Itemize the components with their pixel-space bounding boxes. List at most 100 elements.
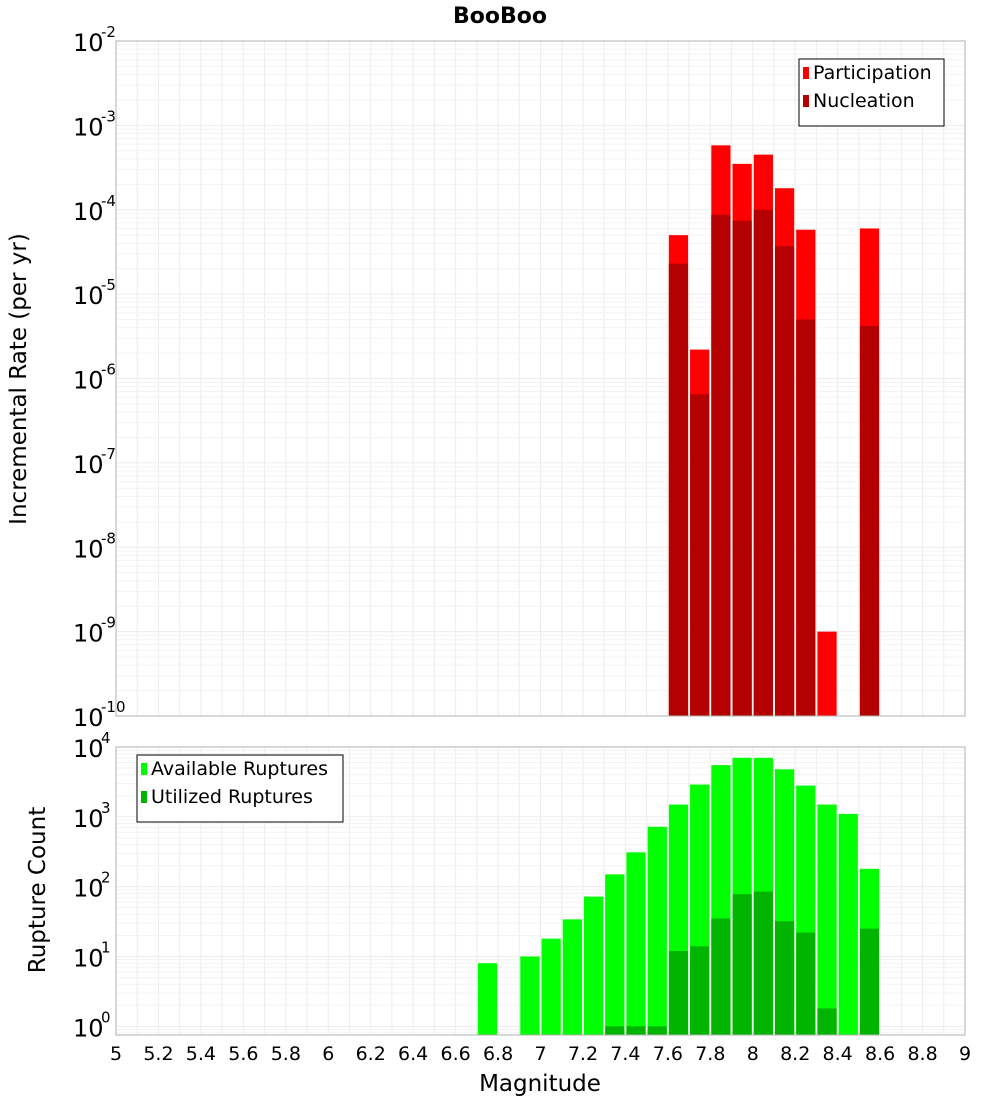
x-tick-label: 5.4 (186, 1043, 216, 1065)
y-tick-label-exponent: -2 (101, 23, 116, 41)
count-bar-utilized-ruptures (605, 1026, 625, 1035)
count-bar-utilized-ruptures (668, 950, 689, 1035)
y-tick-label-base: 10 (73, 367, 104, 395)
y-tick-label-exponent: -3 (101, 107, 116, 125)
count-bar-utilized-ruptures (647, 1026, 667, 1035)
x-tick-label: 6 (322, 1043, 334, 1065)
y-tick-label-base: 10 (73, 944, 104, 972)
x-tick-label: 7.8 (695, 1043, 725, 1065)
count-bar-available-ruptures (583, 896, 604, 1035)
y-tick-label-exponent: 3 (101, 799, 111, 817)
rate-bar-nucleation (774, 246, 795, 716)
y-tick-label-base: 10 (73, 875, 104, 903)
plot-frame (115, 40, 966, 717)
x-tick-label: 6.8 (483, 1043, 513, 1065)
legend-label: Available Ruptures (151, 758, 328, 780)
count-bar-available-ruptures (477, 963, 498, 1035)
count-bar-available-ruptures (817, 804, 837, 1035)
count-bar-available-ruptures (626, 852, 646, 1035)
x-tick-label: 5 (110, 1043, 122, 1065)
x-tick-label: 6.4 (398, 1043, 428, 1065)
rate-bar-nucleation (796, 319, 816, 716)
legend-swatch (803, 67, 809, 79)
legend-box (136, 754, 344, 823)
legend-label: Participation (813, 62, 932, 84)
legend-box (798, 58, 945, 127)
x-tick-label: 7 (534, 1043, 546, 1065)
axes-layer: 10-1010-910-810-710-610-510-410-310-2100… (73, 23, 971, 1065)
y-tick-label-exponent: 1 (101, 938, 111, 956)
x-tick-label: 7.2 (568, 1043, 598, 1065)
y-tick-label-exponent: -4 (101, 192, 116, 210)
rate-bar-participation (817, 631, 837, 716)
count-bar-available-ruptures (605, 874, 625, 1035)
x-tick-label: 8.4 (823, 1043, 853, 1065)
x-axis-label: Magnitude (479, 1071, 601, 1097)
y-tick-label-exponent: -5 (101, 276, 116, 294)
bottom-y-axis-label: Rupture Count (25, 807, 51, 973)
x-tick-label: 6.6 (440, 1043, 470, 1065)
legend-swatch (141, 763, 147, 775)
y-tick-label-base: 10 (73, 620, 104, 648)
y-tick-label-base: 10 (73, 735, 104, 763)
y-tick-label-base: 10 (73, 113, 104, 141)
count-bar-utilized-ruptures (859, 928, 880, 1035)
y-tick-label-exponent: 4 (101, 729, 111, 747)
plot-frame (115, 746, 966, 1036)
y-tick-label-base: 10 (73, 451, 104, 479)
y-tick-label-base: 10 (73, 282, 104, 310)
count-bar-available-ruptures (838, 813, 858, 1035)
count-bar-available-ruptures (541, 938, 561, 1035)
y-tick-label-exponent: -10 (101, 698, 126, 716)
x-tick-label: 5.2 (143, 1043, 173, 1065)
count-bar-available-ruptures (520, 956, 540, 1035)
legend-layer: Participation Nucleation Available Rupture… (136, 58, 945, 823)
y-tick-label-exponent: 0 (101, 1008, 111, 1026)
x-tick-label: 5.8 (271, 1043, 301, 1065)
rate-bar-nucleation (859, 325, 880, 716)
x-tick-label: 8.2 (780, 1043, 810, 1065)
bars-layer (477, 145, 880, 1035)
count-bar-utilized-ruptures (796, 932, 816, 1035)
rate-bar-nucleation (711, 214, 731, 716)
count-bar-utilized-ruptures (817, 1008, 837, 1035)
rate-bar-nucleation (690, 394, 710, 716)
x-tick-label: 5.6 (228, 1043, 258, 1065)
count-bar-available-ruptures (562, 919, 582, 1035)
legend-swatch (803, 95, 809, 107)
legend-label: Utilized Ruptures (151, 786, 313, 808)
count-bar-available-ruptures (647, 826, 667, 1035)
y-tick-label-exponent: -8 (101, 529, 116, 547)
y-tick-label-exponent: -6 (101, 361, 116, 379)
x-tick-label: 8.8 (907, 1043, 937, 1065)
count-bar-utilized-ruptures (774, 921, 795, 1035)
x-tick-label: 9 (959, 1043, 971, 1065)
legend-swatch (141, 791, 147, 803)
rate-bar-nucleation (753, 209, 773, 716)
x-tick-label: 8 (747, 1043, 759, 1065)
y-tick-label-base: 10 (73, 29, 104, 57)
count-bar-utilized-ruptures (711, 918, 731, 1035)
x-tick-label: 6.2 (356, 1043, 386, 1065)
x-tick-label: 8.6 (865, 1043, 895, 1065)
legend-label: Nucleation (813, 90, 915, 112)
y-tick-label-base: 10 (73, 805, 104, 833)
count-bar-utilized-ruptures (753, 891, 773, 1035)
rate-bar-nucleation (732, 220, 752, 716)
grid-layer (115, 40, 966, 1035)
y-tick-label-exponent: -9 (101, 614, 116, 632)
x-tick-label: 7.4 (610, 1043, 640, 1065)
y-tick-label-base: 10 (73, 1014, 104, 1042)
x-tick-label: 7.6 (653, 1043, 683, 1065)
top-y-axis-label: Incremental Rate (per yr) (6, 233, 32, 525)
rate-bar-nucleation (668, 263, 689, 716)
count-bar-utilized-ruptures (690, 946, 710, 1035)
count-bar-utilized-ruptures (732, 894, 752, 1035)
chart-title: BooBoo (453, 4, 547, 29)
count-bar-utilized-ruptures (626, 1026, 646, 1035)
y-tick-label-base: 10 (73, 535, 104, 563)
y-tick-label-exponent: 2 (101, 869, 111, 887)
y-tick-label-exponent: -7 (101, 445, 116, 463)
